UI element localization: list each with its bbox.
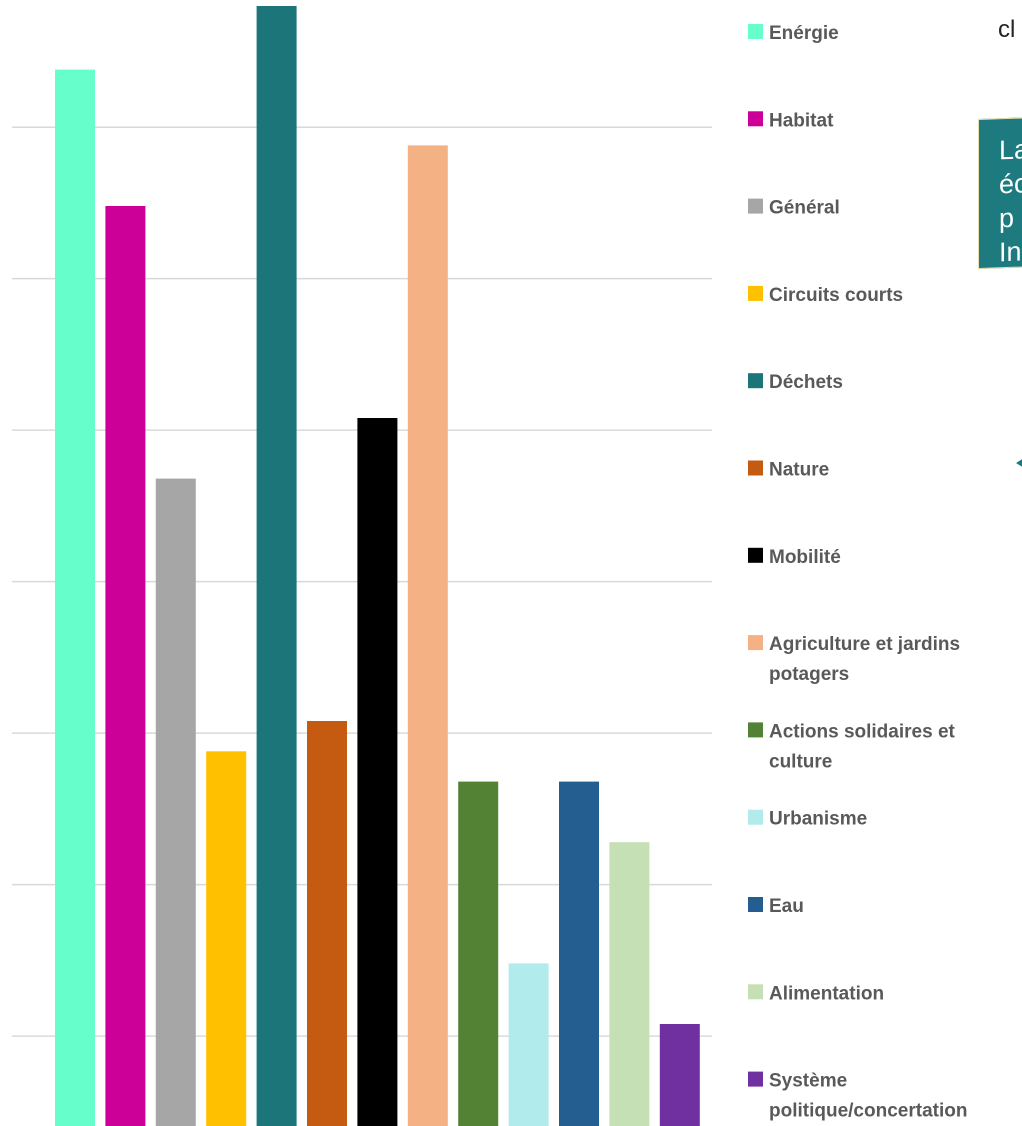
legend-label: Général xyxy=(769,198,840,219)
legend-swatch xyxy=(748,722,763,738)
legend-item: Mobilité xyxy=(748,547,841,568)
legend-label: Nature xyxy=(769,460,829,481)
legend-swatch xyxy=(748,111,763,127)
bar-1 xyxy=(105,206,146,1126)
legend-swatch xyxy=(748,1071,763,1087)
legend-swatch xyxy=(748,24,763,39)
bar-4 xyxy=(256,6,297,1126)
bar-8 xyxy=(458,781,499,1126)
legend-item: Déchets xyxy=(748,372,843,393)
legend-item: Eau xyxy=(748,896,804,917)
bar-6 xyxy=(357,418,398,1126)
legend-item: Circuits courts xyxy=(748,285,903,306)
legend-item: Urbanisme xyxy=(748,809,867,830)
bar-5 xyxy=(307,721,347,1126)
legend-swatch xyxy=(748,984,763,1000)
legend-label: culture xyxy=(769,751,832,772)
bars xyxy=(55,6,700,1126)
legend-item: Enérgie xyxy=(748,23,839,44)
bar-7 xyxy=(407,145,448,1126)
legend-swatch xyxy=(748,198,763,214)
legend-item: Système politique/concertation xyxy=(748,1071,967,1122)
legend-label: Circuits courts xyxy=(769,285,903,306)
bar-9 xyxy=(508,963,549,1126)
legend-label: Système xyxy=(769,1071,847,1092)
callout-box: La éc p In xyxy=(978,116,1022,270)
legend-label: Eau xyxy=(769,896,804,917)
legend-label: Déchets xyxy=(769,372,843,393)
legend-label: politique/concertation xyxy=(769,1101,967,1122)
callout-line: La xyxy=(999,134,1022,166)
legend-swatch xyxy=(748,635,763,651)
legend-swatch xyxy=(748,809,763,825)
legend-label: Habitat xyxy=(769,110,834,131)
legend-label: Alimentation xyxy=(769,983,884,1004)
legend-item: Nature xyxy=(748,460,829,481)
callout-line: p xyxy=(999,202,1015,234)
legend-label: potagers xyxy=(769,664,849,685)
clipped-heading-text: cl xyxy=(998,16,1016,43)
legend-swatch xyxy=(748,373,763,389)
bar-3 xyxy=(206,751,247,1126)
bar-2 xyxy=(155,478,196,1126)
bar-12 xyxy=(659,1024,700,1126)
legend-swatch xyxy=(748,285,763,301)
callout-line: éc xyxy=(999,168,1022,200)
legend-swatch xyxy=(748,897,763,912)
callout-line: In xyxy=(999,236,1022,268)
legend-item: Actions solidaires et culture xyxy=(748,721,956,772)
legend: Enérgie Habitat Général Circuits courts Déch… xyxy=(748,23,967,1122)
bar-0 xyxy=(55,69,95,1126)
legend-item: Agriculture et jardins potagers xyxy=(748,634,960,685)
legend-label: Mobilité xyxy=(769,547,841,568)
legend-swatch xyxy=(748,547,763,563)
arrow-icon xyxy=(1016,458,1022,468)
legend-label: Enérgie xyxy=(769,23,839,44)
legend-label: Urbanisme xyxy=(769,809,867,830)
legend-label: Actions solidaires et xyxy=(769,721,956,742)
legend-label: Agriculture et jardins xyxy=(769,634,960,655)
legend-swatch xyxy=(748,460,763,476)
bar-10 xyxy=(559,781,599,1126)
legend-item: Alimentation xyxy=(748,983,884,1004)
legend-item: Général xyxy=(748,198,840,219)
bar-11 xyxy=(609,842,650,1126)
legend-item: Habitat xyxy=(748,110,834,131)
